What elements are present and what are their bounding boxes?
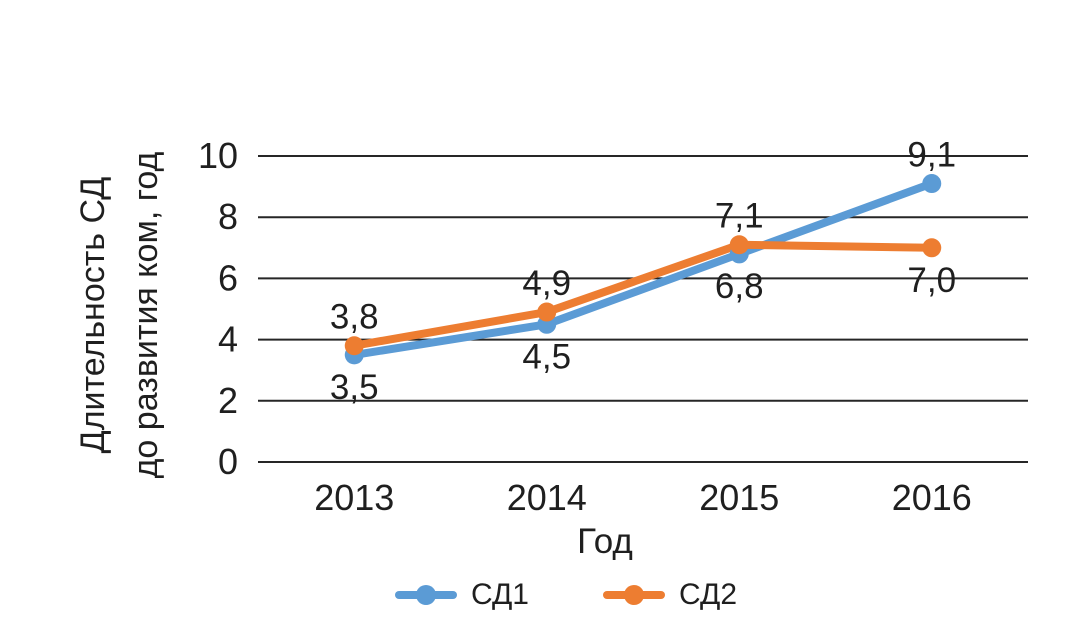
data-point-label-sd1: 6,8 [715, 267, 764, 306]
series-line-sd2 [350, 240, 936, 350]
data-point-marker-sd2 [729, 235, 749, 255]
legend-dot-icon [415, 585, 436, 605]
x-tick-label: 2014 [507, 477, 587, 518]
data-point-label-sd2: 3,8 [330, 298, 379, 337]
x-tick-label: 2013 [314, 477, 394, 518]
legend-marker-sd1 [394, 585, 457, 605]
y-tick-label: 0 [218, 441, 238, 482]
legend-label-sd1: СД1 [470, 578, 529, 611]
y-tick-label: 8 [218, 196, 238, 237]
y-axis-title-line1: Длительность СД [74, 176, 112, 454]
legend-item-sd1: СД1 [394, 578, 529, 612]
y-tick-label: 10 [198, 135, 238, 176]
data-point-label-sd2: 7,1 [715, 197, 764, 236]
x-tick-label: 2016 [892, 477, 972, 518]
y-tick-label: 4 [218, 319, 238, 360]
data-point-label-sd1: 9,1 [907, 136, 956, 175]
x-tick-label: 2015 [699, 477, 779, 518]
legend-label-sd2: СД2 [679, 578, 738, 611]
legend: СД1 СД2 [60, 578, 1072, 612]
data-point-marker-sd2 [344, 336, 364, 356]
y-axis-title: Длительность СД до развития ком, год [67, 125, 173, 505]
data-point-label-sd2: 4,9 [522, 264, 571, 303]
legend-item-sd2: СД2 [603, 578, 737, 612]
series-line-sd1 [350, 179, 936, 359]
data-point-label-sd2: 7,0 [907, 261, 956, 300]
data-point-marker-sd1 [922, 174, 942, 194]
y-axis-title-line2: до развития ком, год [127, 151, 165, 479]
data-point-label-sd1: 4,5 [522, 337, 571, 376]
data-point-marker-sd2 [537, 302, 557, 322]
data-point-label-sd1: 3,5 [330, 368, 379, 407]
legend-marker-sd2 [603, 585, 665, 605]
data-point-marker-sd2 [922, 238, 942, 258]
legend-dot-icon [624, 585, 644, 605]
y-tick-label: 2 [218, 380, 238, 421]
x-axis-title: Год [577, 522, 633, 561]
y-tick-label: 6 [218, 257, 238, 298]
